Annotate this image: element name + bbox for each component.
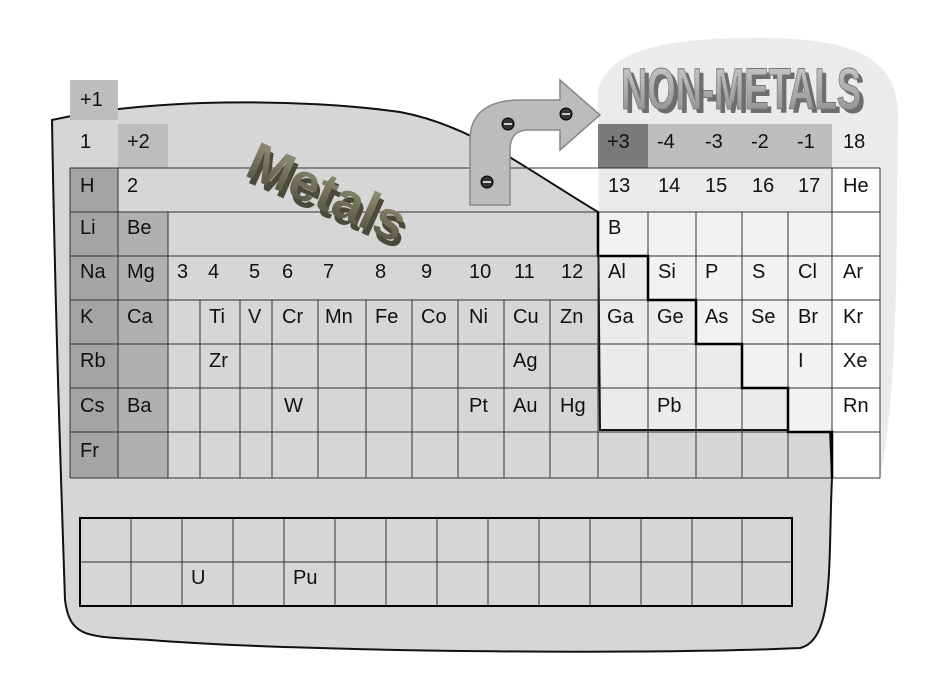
element-cl: Cl <box>798 261 817 283</box>
element-w: W <box>284 395 303 417</box>
charge-label-group14: -4 <box>657 131 675 153</box>
svg-text:NON-METALS: NON-METALS <box>621 57 861 122</box>
element-i: I <box>798 350 804 372</box>
element-pb: Pb <box>657 395 681 417</box>
element-ag: Ag <box>513 350 537 372</box>
group-number: 11 <box>514 261 535 283</box>
group-number: 6 <box>282 261 293 283</box>
group-number: 14 <box>658 175 680 197</box>
element-zr: Zr <box>209 350 228 372</box>
electron-icon <box>501 117 515 131</box>
group-number: 5 <box>249 261 260 283</box>
electron-transfer-arrow <box>469 78 602 206</box>
element-s: S <box>752 261 765 283</box>
nonmetals-title: NON-METALS NON-METALS <box>621 57 866 127</box>
element-hg: Hg <box>560 395 586 417</box>
charge-label-group13: +3 <box>607 131 630 153</box>
element-cr: Cr <box>282 306 303 328</box>
f-block <box>79 517 793 607</box>
group-number: 10 <box>469 261 491 283</box>
element-ar: Ar <box>843 261 863 283</box>
element-xe: Xe <box>843 350 867 372</box>
element-v: V <box>248 306 262 328</box>
group-number: 12 <box>561 261 583 283</box>
group-number: 1 <box>80 131 91 153</box>
element-pt: Pt <box>469 395 488 417</box>
element-k: K <box>80 306 94 328</box>
be-mg-white <box>118 168 168 212</box>
charge-label-group15: -3 <box>705 131 723 153</box>
element-ge: Ge <box>657 306 684 328</box>
element-fr: Fr <box>80 440 99 462</box>
element-ni: Ni <box>469 306 488 328</box>
element-cs: Cs <box>80 395 104 417</box>
element-zn: Zn <box>560 306 583 328</box>
group2-column-fill <box>118 212 168 478</box>
element-al: Al <box>608 261 626 283</box>
group-number: 13 <box>608 175 630 197</box>
element-br: Br <box>798 306 818 328</box>
element-ca: Ca <box>127 306 153 328</box>
element-se: Se <box>751 306 775 328</box>
element-ba: Ba <box>127 395 152 417</box>
element-na: Na <box>80 261 106 283</box>
charge-plus3-box <box>598 124 648 168</box>
electron-icon <box>559 107 573 121</box>
element-ti: Ti <box>209 306 225 328</box>
element-b: B <box>608 217 621 239</box>
group-number: 18 <box>843 131 865 153</box>
element-u: U <box>191 567 205 589</box>
element-au: Au <box>513 395 537 417</box>
charge-label-group1: +1 <box>80 89 103 111</box>
element-h: H <box>80 175 94 197</box>
group-number: 2 <box>127 175 138 197</box>
group1-column-fill <box>70 168 118 478</box>
element-he: He <box>843 175 869 197</box>
element-as: As <box>705 306 728 328</box>
group-number: 9 <box>421 261 432 283</box>
element-mg: Mg <box>127 261 155 283</box>
charge-label-group17: -1 <box>797 131 815 153</box>
group-number-row: 1 2 3 4 5 6 7 8 9 10 11 12 13 14 15 16 1… <box>80 131 865 283</box>
element-co: Co <box>421 306 447 328</box>
element-li: Li <box>80 217 96 239</box>
element-p: P <box>705 261 718 283</box>
charge-label-group2: +2 <box>127 131 150 153</box>
charge-plus2-box <box>118 124 168 168</box>
group-number: 17 <box>798 175 820 197</box>
element-be: Be <box>127 217 151 239</box>
nonmetal-cells <box>598 168 880 478</box>
element-si: Si <box>658 261 676 283</box>
group-number: 3 <box>177 261 188 283</box>
electron-icon <box>480 175 494 189</box>
element-ga: Ga <box>607 306 635 328</box>
charge-plus1-box <box>70 80 118 120</box>
metal-region <box>50 101 834 653</box>
svg-text:NON-METALS: NON-METALS <box>625 61 865 126</box>
main-grid <box>69 167 881 479</box>
element-cu: Cu <box>513 306 539 328</box>
element-kr: Kr <box>843 306 863 328</box>
group-number: 16 <box>752 175 774 197</box>
group-number: 7 <box>323 261 334 283</box>
group-number: 4 <box>208 261 219 283</box>
element-fe: Fe <box>375 306 398 328</box>
element-mn: Mn <box>325 306 353 328</box>
element-rn: Rn <box>843 395 869 417</box>
metalloid-staircase <box>596 212 834 478</box>
charge-neg-box <box>648 124 832 168</box>
element-pu: Pu <box>293 567 317 589</box>
group-number: 15 <box>705 175 727 197</box>
element-symbols: H He Li Be B Na Mg Al Si P S Cl Ar K Ca … <box>80 175 869 589</box>
group-number: 8 <box>375 261 386 283</box>
charge-label-group16: -2 <box>751 131 769 153</box>
element-rb: Rb <box>80 350 106 372</box>
